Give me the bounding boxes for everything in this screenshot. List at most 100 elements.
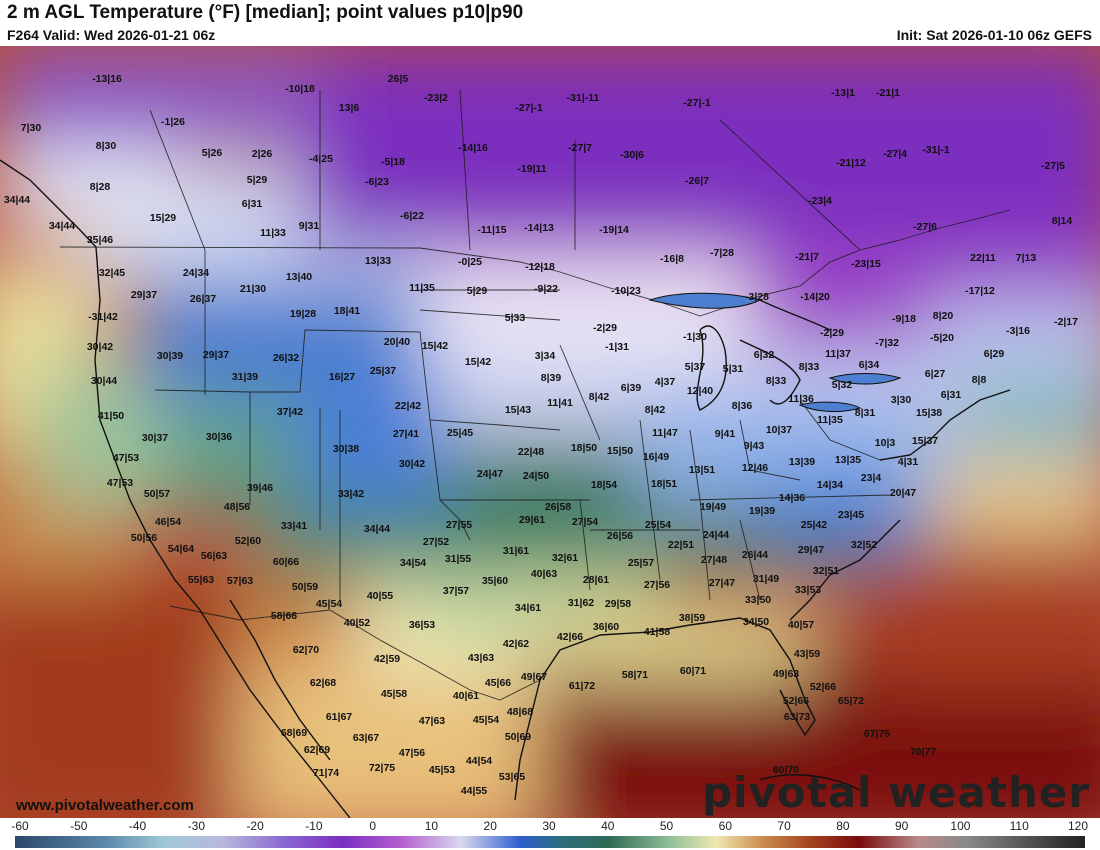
point-value: 25|54: [645, 519, 671, 531]
point-value: 20|40: [384, 336, 410, 348]
point-value: 6|34: [859, 359, 880, 371]
point-value: 13|39: [789, 456, 815, 468]
point-value: 20|47: [890, 487, 916, 499]
point-value: 32|52: [851, 539, 877, 551]
point-value: 7|13: [1016, 252, 1037, 264]
point-value: 25|57: [628, 557, 654, 569]
point-value: -3|28: [745, 291, 769, 303]
point-value: 29|47: [798, 544, 824, 556]
point-value: -11|15: [477, 224, 506, 236]
point-value: 48|68: [507, 706, 533, 718]
temperature-field: [0, 46, 1100, 818]
point-value: 33|50: [745, 594, 771, 606]
point-value: 5|33: [505, 312, 526, 324]
colorbar-tick: 10: [424, 819, 439, 833]
point-value: -19|14: [599, 224, 629, 236]
colorbar-tick: 100: [950, 819, 971, 833]
point-value: -7|32: [875, 337, 899, 349]
point-value: 58|66: [271, 610, 297, 622]
point-value: 32|61: [552, 552, 578, 564]
map-title: 2 m AGL Temperature (°F) [median]; point…: [7, 2, 524, 23]
colorbar-tick: 120: [1067, 819, 1089, 833]
point-value: -13|1: [831, 87, 855, 99]
point-value: 49|67: [521, 671, 547, 683]
point-value: 25|45: [447, 427, 473, 439]
point-value: 5|31: [723, 363, 744, 375]
point-value: 22|48: [518, 446, 544, 458]
point-value: 24|50: [523, 470, 549, 482]
temperature-map[interactable]: -13|16 26|5 -10|18 -23|2 13|6 -31|-11 -27|-1 -2…: [0, 46, 1100, 818]
point-value: 18|51: [651, 478, 677, 490]
point-value: 62|70: [293, 644, 319, 656]
colorbar-tick: 90: [894, 819, 909, 833]
point-value: 13|51: [689, 464, 715, 476]
point-value: 3|34: [535, 350, 556, 362]
point-value: 26|58: [545, 501, 571, 513]
point-value: 46|54: [155, 516, 181, 528]
point-value: 23|45: [838, 509, 864, 521]
point-value: 22|51: [668, 539, 694, 551]
point-value: -10|18: [285, 83, 315, 95]
point-value: 11|33: [260, 227, 286, 239]
point-value: 45|54: [316, 598, 342, 610]
point-value: 4|31: [898, 456, 919, 468]
brand-logo: pivotal weather: [702, 768, 1090, 817]
point-value: 24|44: [703, 529, 729, 541]
point-value: 3|30: [891, 394, 912, 406]
point-value: 61|72: [569, 680, 595, 692]
point-value: 31|55: [445, 553, 471, 565]
point-value: 29|37: [131, 289, 157, 301]
point-value: 34|61: [515, 602, 541, 614]
point-value: 25|42: [801, 519, 827, 531]
point-value: 30|44: [91, 375, 117, 387]
point-value: 30|42: [87, 341, 113, 353]
point-value: -0|25: [458, 256, 482, 268]
point-value: 41|58: [644, 626, 670, 638]
point-value: 13|33: [365, 255, 391, 267]
point-value: -27|4: [883, 148, 907, 160]
point-value: 38|59: [679, 612, 705, 624]
point-value: 52|60: [235, 535, 261, 547]
valid-time: F264 Valid: Wed 2026-01-21 06z: [7, 27, 216, 43]
point-value: -14|20: [800, 291, 830, 303]
point-value: -27|-1: [515, 102, 543, 114]
website-url: www.pivotalweather.com: [16, 797, 194, 814]
point-value: 8|20: [933, 310, 954, 322]
point-value: 56|63: [201, 550, 227, 562]
point-value: 18|50: [571, 442, 597, 454]
point-value: -27|6: [913, 221, 937, 233]
point-value: 30|39: [157, 350, 183, 362]
point-value: 26|56: [607, 530, 633, 542]
point-value: 52|66: [783, 695, 809, 707]
header: 2 m AGL Temperature (°F) [median]; point…: [0, 0, 1100, 46]
point-value: 2|26: [252, 148, 273, 160]
point-value: 44|54: [466, 755, 492, 767]
point-value: -30|6: [620, 149, 644, 161]
point-value: 6|29: [984, 348, 1005, 360]
point-value: 67|75: [864, 728, 890, 740]
point-value: 19|39: [749, 505, 775, 517]
point-value: 16|49: [643, 451, 669, 463]
point-value: 47|53: [113, 452, 139, 464]
point-value: 34|44: [364, 523, 390, 535]
init-time: Init: Sat 2026-01-10 06z GEFS: [896, 27, 1092, 43]
point-value: 8|39: [541, 372, 562, 384]
point-value: 26|32: [273, 352, 299, 364]
point-value: 43|63: [468, 652, 494, 664]
point-value: 42|59: [374, 653, 400, 665]
point-value: 15|50: [607, 445, 633, 457]
point-value: 48|56: [224, 501, 250, 513]
point-value: 22|11: [970, 252, 996, 264]
point-value: 40|55: [367, 590, 393, 602]
point-value: 45|66: [485, 677, 511, 689]
point-value: 29|61: [519, 514, 545, 526]
point-value: -23|2: [424, 92, 448, 104]
point-value: -10|23: [611, 285, 641, 297]
point-value: 29|58: [605, 598, 631, 610]
colorbar-tick: -40: [128, 819, 147, 833]
point-values-layer: -13|16 26|5 -10|18 -23|2 13|6 -31|-11 -27|-1 -2…: [4, 73, 1078, 797]
point-value: 29|37: [203, 349, 229, 361]
colorbar-gradient: [15, 836, 1085, 848]
point-value: 34|50: [743, 616, 769, 628]
point-value: -4|25: [309, 153, 333, 165]
